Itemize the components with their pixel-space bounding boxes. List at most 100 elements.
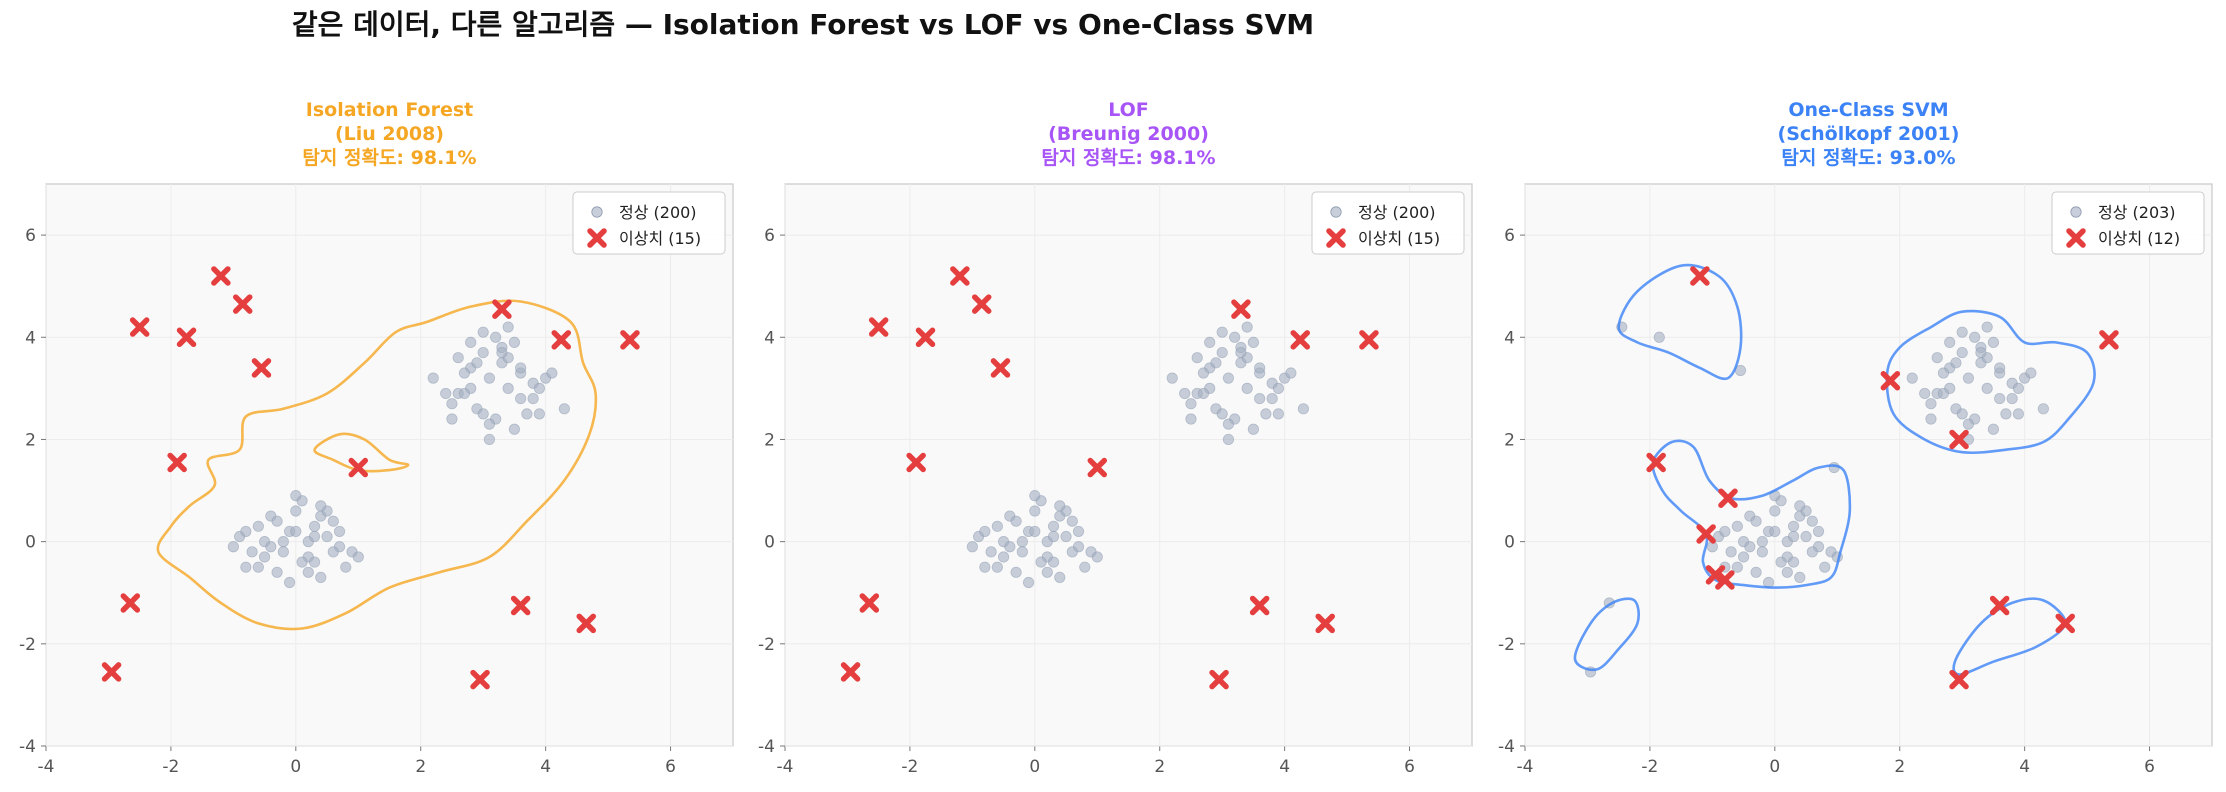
normal-point — [483, 433, 496, 446]
normal-point — [1969, 331, 1981, 343]
normal-point — [1016, 536, 1028, 548]
outlier-point — [1718, 488, 1738, 508]
panel-1: Isolation Forest(Liu 2008)탐지 정확도: 98.1% -… — [19, 99, 734, 777]
normal-point — [1769, 505, 1781, 517]
legend-box — [1311, 191, 1465, 255]
outlier-point — [1290, 330, 1310, 350]
normal-point — [515, 392, 527, 405]
normal-point — [1806, 515, 1818, 527]
outlier-point — [1949, 669, 1969, 690]
outlier-point — [510, 595, 531, 616]
normal-point — [1956, 346, 1968, 359]
normal-point — [290, 490, 302, 502]
legend-label: 이상치 (15) — [619, 229, 701, 248]
normal-point — [1054, 571, 1066, 584]
normal-point — [515, 362, 527, 374]
normal-point — [2037, 403, 2049, 415]
normal-point — [477, 326, 489, 338]
outlier-point — [470, 669, 490, 690]
x-tick-label: 6 — [665, 757, 676, 777]
normal-point — [271, 566, 283, 578]
outlier-point — [1209, 669, 1229, 690]
normal-point — [440, 387, 452, 400]
normal-point — [527, 392, 539, 405]
normal-point — [1828, 461, 1840, 474]
plot-area — [1524, 183, 2213, 747]
normal-point — [1197, 387, 1210, 400]
y-tick-label: 4 — [764, 328, 775, 348]
normal-point — [979, 525, 991, 538]
x-tick-label: -4 — [1517, 757, 1534, 777]
x-tick-label: 0 — [290, 757, 301, 777]
normal-point — [1272, 408, 1284, 420]
normal-point — [458, 367, 471, 379]
x-tick-label: 6 — [2144, 757, 2155, 777]
normal-point — [246, 546, 258, 558]
y-tick-label: 4 — [25, 328, 36, 348]
outlier-point — [868, 317, 889, 337]
y-tick-label: 6 — [1504, 226, 1515, 246]
normal-point — [1210, 357, 1222, 369]
normal-point — [997, 551, 1010, 563]
x-tick-label: -2 — [901, 757, 918, 777]
x-tick-label: 2 — [415, 757, 426, 777]
panel-2: LOF(Breunig 2000)탐지 정확도: 98.1% -4 -2 0 2 4 6 -4… — [758, 99, 1473, 777]
normal-point — [1787, 520, 1800, 532]
normal-point — [1266, 392, 1278, 405]
x-tick-label: 4 — [540, 757, 551, 777]
normal-point — [315, 571, 327, 584]
normal-point — [1185, 413, 1197, 425]
normal-point — [1994, 392, 2006, 405]
x-tick-label: 6 — [1404, 757, 1415, 777]
normal-point — [1035, 556, 1047, 568]
y-tick-label: 4 — [1504, 328, 1515, 348]
normal-point — [1260, 408, 1272, 420]
normal-point — [1962, 418, 1975, 430]
normal-point — [1072, 525, 1085, 538]
normal-point — [1010, 515, 1022, 527]
normal-point — [1022, 576, 1035, 589]
x-tick-label: 4 — [1279, 757, 1290, 777]
outlier-point — [990, 358, 1011, 378]
normal-point — [966, 541, 978, 553]
legend-normal-marker — [2070, 206, 2082, 218]
normal-point — [427, 372, 439, 384]
normal-point — [290, 525, 302, 538]
normal-point — [483, 372, 496, 384]
x-tick-label: 0 — [1029, 757, 1040, 777]
normal-point — [1769, 525, 1781, 538]
normal-point — [452, 352, 464, 364]
normal-point — [1756, 536, 1768, 548]
y-tick-label: 0 — [25, 533, 36, 553]
normal-point — [240, 525, 252, 538]
normal-point — [1794, 571, 1806, 584]
normal-point — [258, 551, 271, 563]
normal-point — [1029, 505, 1041, 517]
outlier-point — [1715, 570, 1735, 590]
legend-label: 이상치 (15) — [1358, 229, 1440, 248]
normal-point — [985, 546, 997, 558]
normal-point — [1254, 392, 1266, 405]
outlier-point — [232, 294, 253, 314]
outlier-point — [129, 317, 150, 337]
normal-point — [277, 546, 289, 558]
normal-point — [1962, 372, 1975, 384]
x-tick-label: 4 — [2019, 757, 2030, 777]
outlier-point — [251, 358, 272, 378]
outlier-point — [551, 330, 571, 350]
outlier-point — [576, 613, 596, 634]
normal-point — [252, 561, 264, 573]
normal-point — [496, 346, 508, 359]
outlier-point — [1231, 299, 1251, 319]
outlier-point — [176, 327, 197, 348]
normal-point — [2012, 382, 2024, 394]
normal-point — [1179, 387, 1191, 400]
legend-label: 정상 (203) — [2098, 203, 2176, 222]
normal-point — [1975, 346, 1987, 359]
outlier-point — [1696, 524, 1716, 544]
normal-point — [1653, 331, 1665, 343]
outlier-point — [859, 593, 880, 613]
legend-outlier-marker — [587, 228, 607, 248]
outlier-point — [211, 266, 231, 286]
normal-point — [1937, 387, 1950, 400]
